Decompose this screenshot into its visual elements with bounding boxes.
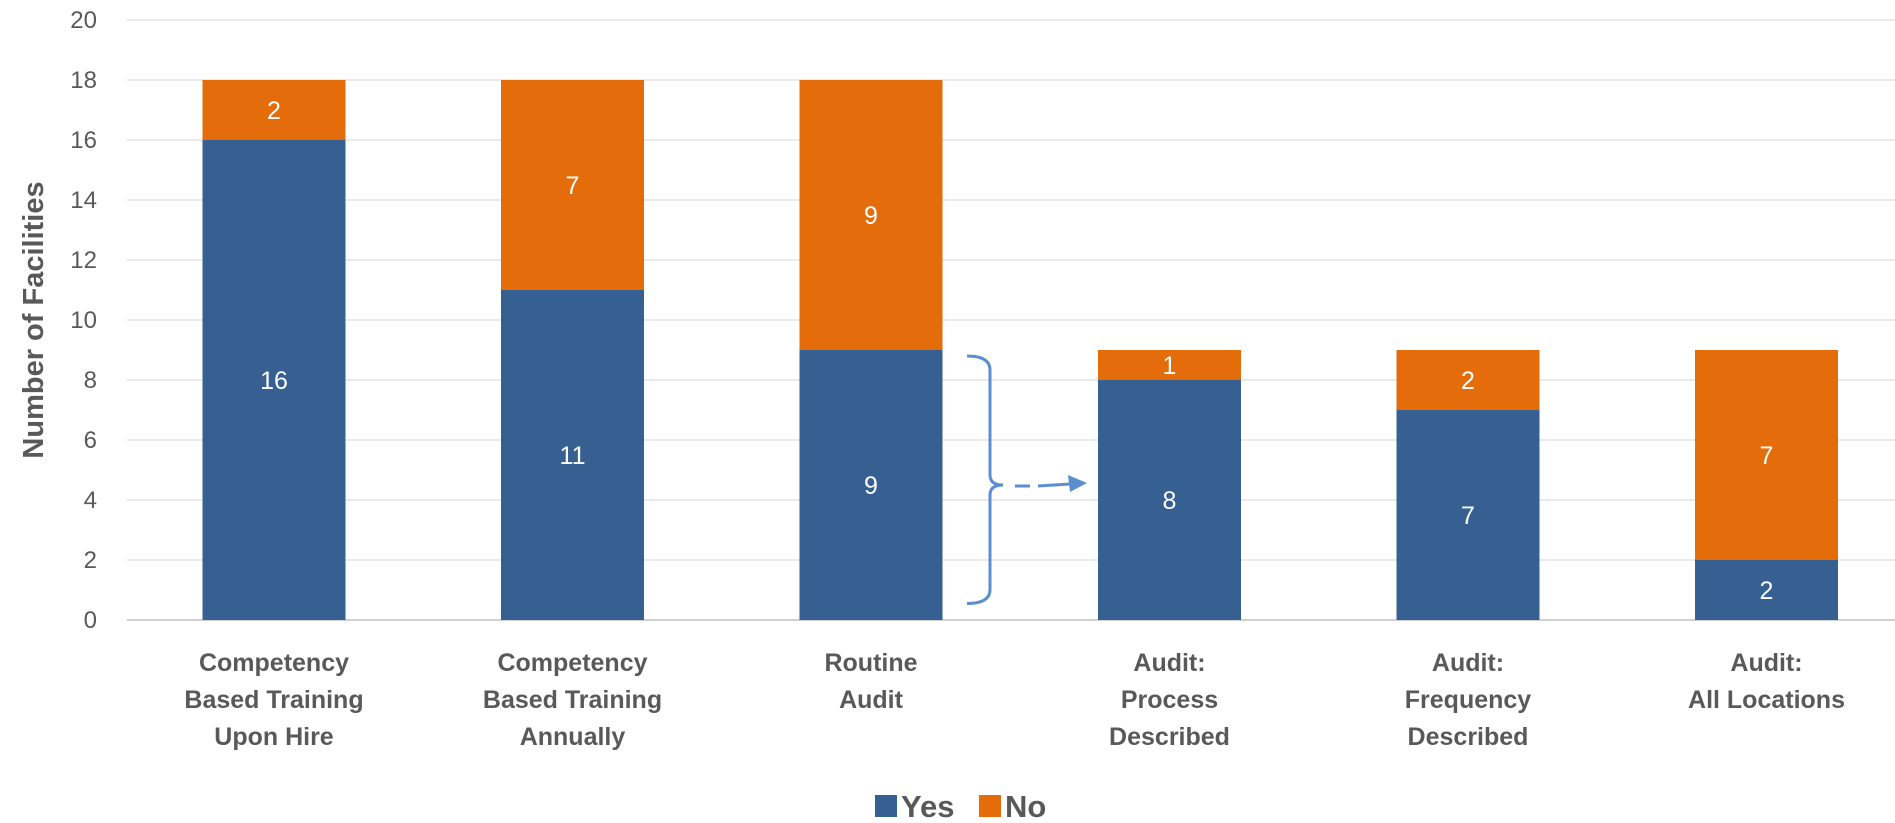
- legend-label: Yes: [901, 789, 954, 823]
- y-tick-label: 2: [84, 547, 97, 574]
- bar-no: [1098, 350, 1241, 380]
- legend: Yes No: [875, 789, 1046, 823]
- x-category-line: Frequency: [1405, 686, 1532, 714]
- data-label: 16: [260, 367, 288, 395]
- x-category-line: Described: [1109, 723, 1230, 751]
- x-category-label: Audit: All Locations: [1688, 649, 1845, 714]
- x-category-line: Competency: [497, 649, 647, 677]
- y-axis-label: Number of Facilities: [18, 181, 50, 458]
- arrow-shaft: [1037, 482, 1071, 488]
- bar-yes: [799, 350, 943, 620]
- x-category-label: Routine Audit: [824, 649, 917, 714]
- x-category-line: Audit:: [1133, 649, 1205, 677]
- data-labels: 16 2 11 7 9 9 8 1 7 2 2 7: [260, 97, 1773, 605]
- legend-label: No: [1005, 789, 1046, 823]
- y-tick-label: 10: [70, 307, 97, 334]
- x-category-label: Audit: Frequency Described: [1405, 649, 1532, 751]
- x-category-line: Audit: [839, 686, 904, 714]
- y-tick-label: 16: [70, 127, 97, 154]
- bar-yes: [1098, 380, 1241, 620]
- data-label: 7: [566, 172, 580, 200]
- data-label: 1: [1163, 352, 1177, 380]
- x-category-line: Based Training: [483, 686, 662, 714]
- x-category-line: Competency: [199, 649, 349, 677]
- data-label: 11: [560, 442, 586, 470]
- x-category-line: Based Training: [184, 686, 363, 714]
- y-tick-label: 14: [70, 187, 97, 214]
- arrow-head: [1068, 475, 1087, 492]
- bar-no: [1695, 350, 1838, 560]
- x-category-line: Audit:: [1730, 649, 1802, 677]
- data-label: 2: [1760, 577, 1774, 605]
- legend-swatch-yes: [875, 795, 897, 817]
- y-tick-label: 8: [84, 367, 97, 394]
- x-category-line: Process: [1121, 686, 1218, 714]
- x-axis-categories: Competency Based Training Upon HireCompete…: [184, 649, 1845, 751]
- bar-yes: [1695, 560, 1838, 620]
- y-tick-label: 6: [84, 427, 97, 454]
- x-category-line: All Locations: [1688, 686, 1845, 714]
- x-category-label: Audit: Process Described: [1109, 649, 1230, 751]
- data-label: 2: [267, 97, 281, 125]
- data-label: 9: [864, 202, 878, 230]
- data-label: 7: [1760, 442, 1774, 470]
- y-tick-label: 4: [84, 487, 97, 514]
- x-category-line: Routine: [824, 649, 917, 677]
- bar-no: [1396, 350, 1540, 410]
- y-tick-label: 18: [70, 67, 97, 94]
- legend-swatch-no: [979, 795, 1001, 817]
- y-tick-label: 0: [84, 607, 97, 634]
- bar-yes: [202, 140, 346, 620]
- x-category-label: Competency Based Training Upon Hire: [184, 649, 363, 751]
- y-axis-ticks: 0 2 4 6 8 10 12 14 16 18 20: [70, 7, 97, 634]
- bracket: [966, 354, 1004, 605]
- bar-no: [799, 80, 943, 350]
- bracket-arrow-annotation: [966, 354, 1087, 605]
- y-tick-label: 12: [70, 247, 97, 274]
- bars: [202, 80, 1838, 620]
- x-category-label: Competency Based Training Annually: [483, 649, 662, 751]
- bar-no: [202, 80, 346, 140]
- data-label: 8: [1163, 487, 1177, 515]
- x-category-line: Described: [1408, 723, 1529, 751]
- bar-yes: [501, 290, 644, 620]
- y-tick-label: 20: [70, 7, 97, 34]
- x-category-line: Audit:: [1432, 649, 1504, 677]
- x-category-line: Annually: [520, 723, 626, 751]
- data-label: 9: [864, 472, 878, 500]
- data-label: 7: [1461, 502, 1475, 530]
- x-category-line: Upon Hire: [214, 723, 334, 751]
- bar-no: [501, 80, 644, 290]
- data-label: 2: [1461, 367, 1475, 395]
- gridlines: [127, 19, 1895, 621]
- bar-yes: [1396, 410, 1540, 620]
